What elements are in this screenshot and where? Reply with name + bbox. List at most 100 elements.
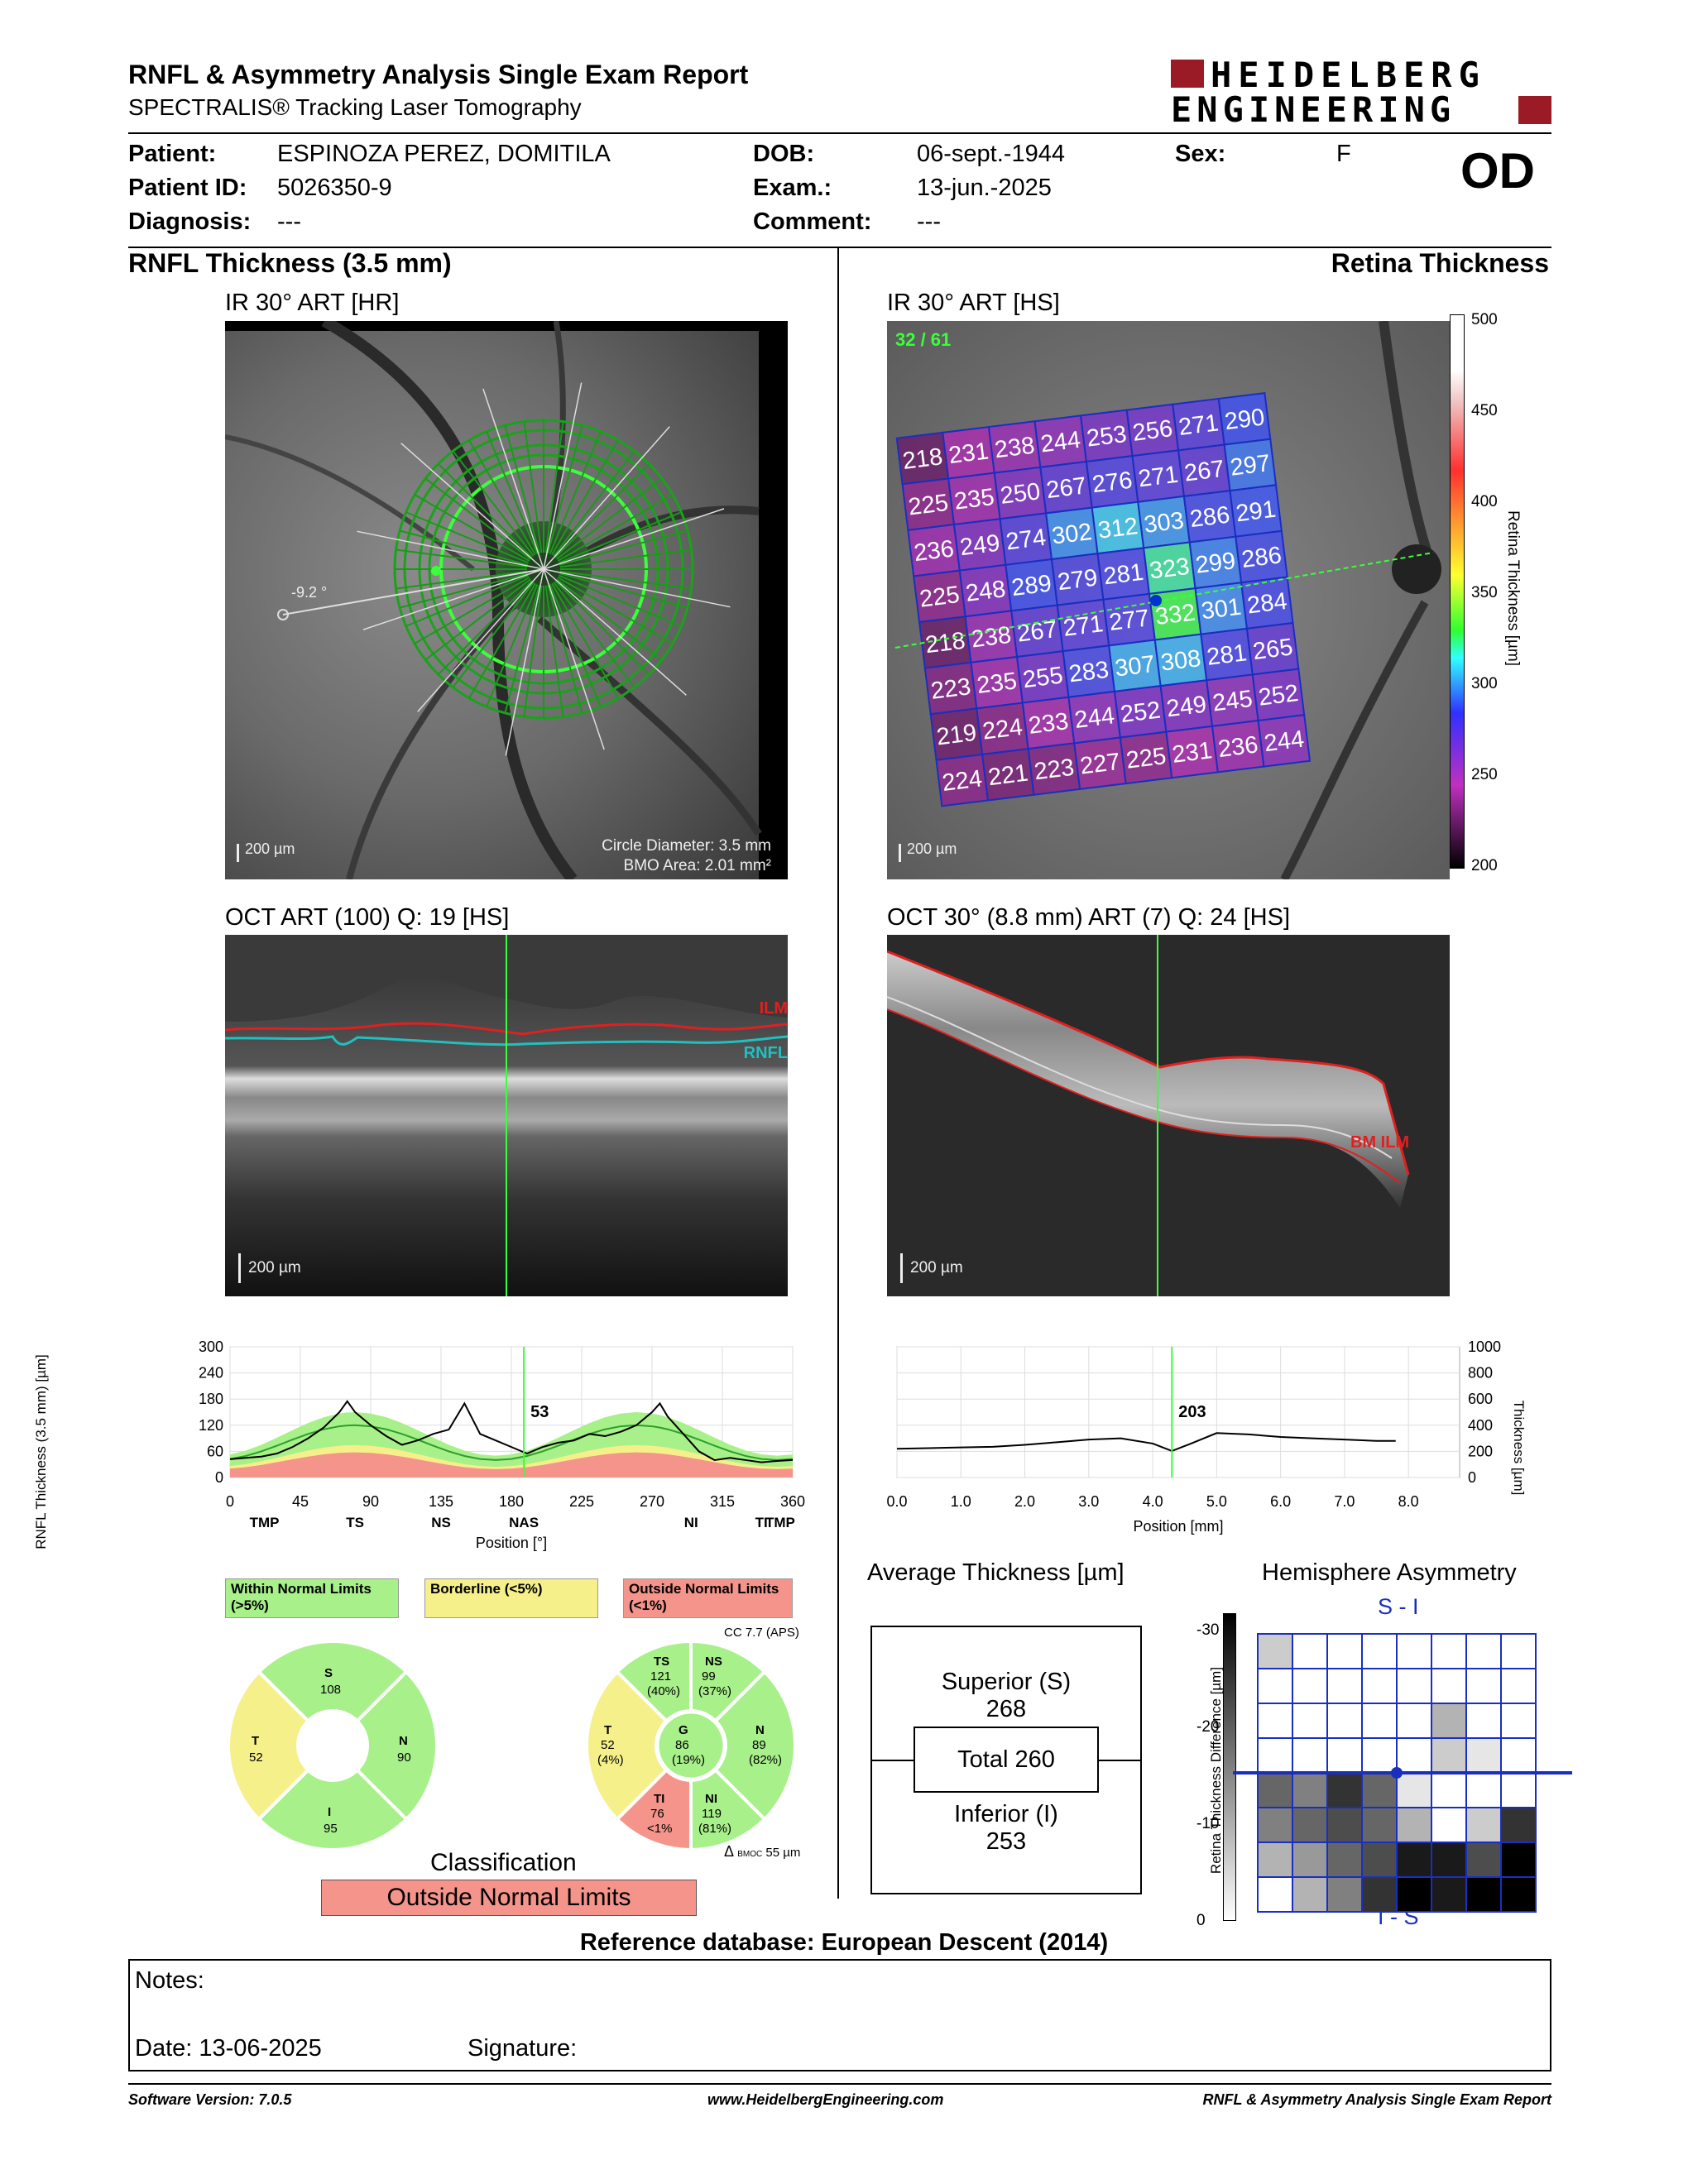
sector-ns-label: NS <box>705 1655 722 1669</box>
heatmap-value: 218 <box>901 443 944 475</box>
sector-g-label: G <box>679 1723 688 1737</box>
asymmetry-cell <box>1361 1876 1398 1913</box>
ir-left-guide <box>417 568 544 712</box>
heatmap-value: 227 <box>1079 749 1122 780</box>
ir-left-spoke <box>554 463 650 558</box>
heatmap-value: 238 <box>970 622 1013 654</box>
asymmetry-cell <box>1396 1772 1432 1808</box>
asymmetry-cell <box>1361 1668 1398 1704</box>
ir-left-spoke <box>554 580 650 675</box>
notes-label: Notes: <box>135 1967 204 1994</box>
heatmap-value: 267 <box>1045 472 1088 504</box>
ir-left-spoke <box>547 585 583 714</box>
heatmap-value: 271 <box>1062 611 1105 642</box>
ir-left-spoke <box>468 582 536 699</box>
notes-box[interactable]: Notes: Date: 13-06-2025 Signature: <box>128 1959 1551 2071</box>
asymmetry-cell <box>1257 1807 1293 1843</box>
ir-left-spoke <box>452 450 535 557</box>
header-divider <box>128 132 1551 134</box>
rnfl-chart-ylabel: RNFL Thickness (3.5 mm) [µm] <box>33 1354 49 1549</box>
heatmap-value: 312 <box>1096 513 1139 544</box>
heatmap-value: 225 <box>918 582 961 613</box>
chart-sector-label: NS <box>431 1515 451 1530</box>
asymmetry-cell <box>1396 1668 1432 1704</box>
bmoc-text: BMOC <box>737 1850 763 1859</box>
ir-right-scalebar <box>899 844 901 862</box>
sector-chart-quadrants <box>227 1640 439 1851</box>
ir-left-guide <box>362 568 544 630</box>
footer-report: RNFL & Asymmetry Analysis Single Exam Re… <box>1202 2091 1551 2108</box>
ir-left-spoke <box>414 494 530 562</box>
diagnosis-label: Diagnosis: <box>128 208 252 235</box>
asymmetry-cell <box>1257 1668 1293 1704</box>
patient-label: Patient: <box>128 141 217 167</box>
heatmap-value: 219 <box>935 720 978 751</box>
heatmap-value: 281 <box>1206 639 1249 671</box>
ir-left-spoke <box>424 578 531 661</box>
asymmetry-cell <box>1326 1807 1363 1843</box>
asymmetry-cell <box>1465 1633 1502 1669</box>
dob-value: 06-sept.-1944 <box>917 141 1065 167</box>
asymmetry-cell <box>1465 1842 1502 1878</box>
asymmetry-cell <box>1326 1842 1363 1878</box>
retina-chart-ylabel: Thickness [µm] <box>1511 1400 1527 1496</box>
ir-left-title: IR 30° ART [HR] <box>225 290 400 316</box>
oct-right-scalebar <box>900 1253 903 1283</box>
heatmap-value: 252 <box>1257 680 1300 711</box>
heatmap-value: 248 <box>964 576 1007 607</box>
asymmetry-cell <box>1431 1703 1467 1739</box>
ir-left-spoke <box>553 582 635 688</box>
asymmetry-cell <box>1292 1668 1328 1704</box>
chart-x-tick: 225 <box>569 1493 594 1510</box>
chart-y-tick: 0 <box>215 1469 223 1486</box>
avg-total-box: Total 260 <box>914 1727 1099 1793</box>
avg-inferior-value: 253 <box>985 1828 1027 1855</box>
diagnosis-value: --- <box>277 208 301 235</box>
asymmetry-colorbar <box>1223 1613 1236 1921</box>
heatmap-value: 286 <box>1188 501 1231 533</box>
heatmap-value: 279 <box>1056 565 1099 596</box>
oct-left-scalebar <box>238 1253 241 1283</box>
exam-value: 13-jun.-2025 <box>917 175 1052 201</box>
chart-y-tick: 200 <box>1468 1443 1493 1459</box>
oct-right-image: BM ILM 200 µm <box>887 935 1450 1296</box>
ir-right-title: IR 30° ART [HS] <box>887 290 1060 316</box>
retina-section-title: Retina Thickness <box>1331 248 1549 278</box>
heatmap-value: 323 <box>1148 553 1191 585</box>
sector-n-pct: (82%) <box>749 1753 783 1767</box>
reference-database: Reference database: European Descent (20… <box>579 1929 1109 1956</box>
ir-left-spoke <box>438 580 533 675</box>
ir-left-scale: 200 µm <box>245 841 295 857</box>
ir-left-spoke <box>559 548 692 568</box>
exam-label: Exam.: <box>753 175 832 201</box>
ir-left-spoke <box>424 477 531 560</box>
asymmetry-cell <box>1292 1772 1328 1808</box>
asymmetry-cell <box>1431 1876 1467 1913</box>
delta-icon: Δ <box>724 1843 735 1860</box>
avg-right-line <box>1099 1760 1140 1761</box>
legend-outside: Outside Normal Limits (<1%) <box>623 1578 793 1618</box>
chart-x-label: Position [°] <box>476 1535 547 1551</box>
heatmap-value: 299 <box>1194 548 1237 579</box>
asymmetry-cell <box>1465 1772 1502 1808</box>
sector-i <box>257 1767 409 1851</box>
asymmetry-cell <box>1292 1703 1328 1739</box>
asymmetry-cell <box>1361 1807 1398 1843</box>
chart-y-tick: 60 <box>207 1443 223 1459</box>
sector-n-value: 90 <box>397 1751 411 1765</box>
asymmetry-cell <box>1500 1703 1537 1739</box>
patient-id-label: Patient ID: <box>128 175 247 201</box>
ir-left-spoke <box>559 529 688 566</box>
heatmap-value: 221 <box>986 760 1029 792</box>
sector-ns-pct: (37%) <box>698 1684 732 1698</box>
ir-left-spoke <box>547 424 583 553</box>
cc-label: CC 7.7 (APS) <box>724 1626 799 1640</box>
heatmap-value: 231 <box>1171 737 1214 769</box>
asymmetry-cell <box>1326 1737 1363 1774</box>
ir-left-spoke <box>486 584 539 707</box>
report-title: RNFL & Asymmetry Analysis Single Exam Re… <box>128 60 749 89</box>
chart-y-tick: 300 <box>199 1339 223 1355</box>
ir-left-spoke <box>486 431 539 554</box>
sector-n <box>712 1669 797 1822</box>
